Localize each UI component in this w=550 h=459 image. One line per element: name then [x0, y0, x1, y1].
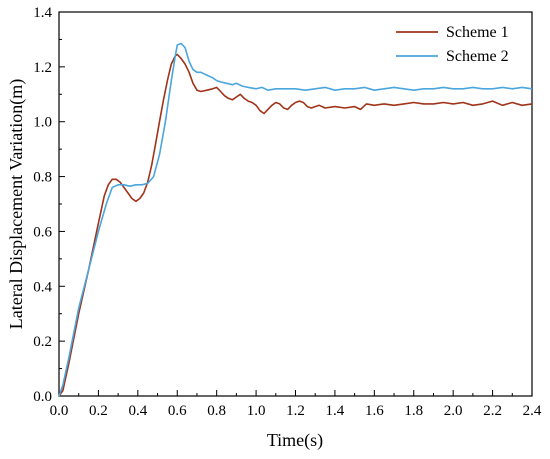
x-tick-label: 2.4: [523, 403, 542, 419]
plot-area: [58, 11, 533, 397]
x-tick-label: 2.0: [444, 403, 463, 419]
x-tick-label: 0.0: [50, 403, 69, 419]
y-tick-label: 1.0: [33, 115, 52, 131]
y-tick-label: 0.4: [33, 279, 52, 295]
x-tick-label: 0.2: [89, 403, 108, 419]
y-tick-label: 0.8: [33, 170, 52, 186]
x-tick-label: 1.6: [365, 403, 384, 419]
x-tick-label: 1.2: [286, 403, 305, 419]
y-tick-label: 0.6: [33, 224, 52, 240]
y-tick-label: 0.2: [33, 334, 52, 350]
x-tick-label: 0.4: [128, 403, 147, 419]
y-axis-title: Lateral Displacement Variation(m): [6, 79, 27, 330]
axis-ticks: 0.0 0.2 0.4 0.6 0.8 1.0 1.2 1.4 1.6 1.8 2.0 2.2 2.4 0…: [33, 5, 542, 419]
x-tick-label: 1.4: [326, 403, 345, 419]
x-tick-label: 2.2: [483, 403, 502, 419]
x-tick-label: 0.6: [168, 403, 187, 419]
series-line-scheme-1: [58, 53, 533, 397]
legend-label: Scheme 2: [446, 48, 509, 65]
x-tick-label: 1.0: [247, 403, 266, 419]
series-lines: [58, 42, 533, 397]
legend: Scheme 1 Scheme 2: [396, 24, 509, 65]
x-tick-label: 1.8: [404, 403, 423, 419]
y-tick-label: 1.4: [33, 5, 52, 21]
y-tick-label: 1.2: [33, 60, 52, 76]
x-tick-label: 0.8: [207, 403, 226, 419]
legend-label: Scheme 1: [446, 24, 509, 41]
series-line-scheme-2: [58, 42, 533, 397]
x-axis-title: Time(s): [267, 430, 323, 451]
y-tick-label: 0.0: [33, 389, 52, 405]
